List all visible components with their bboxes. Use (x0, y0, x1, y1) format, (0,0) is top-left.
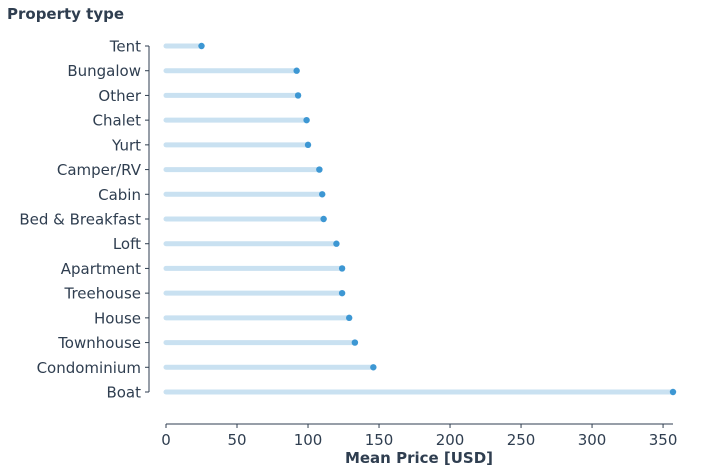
x-tick-label-100: 100 (294, 431, 323, 449)
x-tick-label-150: 150 (365, 431, 394, 449)
y-tick-label-yurt: Yurt (111, 136, 141, 154)
marker-treehouse (338, 289, 346, 297)
y-tick-label-apartment: Apartment (61, 260, 141, 278)
y-tick-label-tent: Tent (109, 38, 141, 56)
marker-yurt (304, 141, 312, 149)
x-tick-label-50: 50 (227, 431, 246, 449)
x-axis-title: Mean Price [USD] (345, 449, 493, 467)
marker-apartment (338, 265, 346, 272)
marker-bungalow (293, 67, 300, 74)
marker-boat (669, 388, 677, 396)
x-tick-label-350: 350 (649, 431, 678, 449)
marker-chalet (303, 116, 310, 124)
y-tick-label-condominium: Condominium (37, 359, 141, 377)
y-tick-label-bed-breakfast: Bed & Breakfast (19, 211, 141, 229)
y-ticks: Tent Bungalow Other Chalet Yurt Camper/RV Cabi… (19, 38, 149, 402)
marker-cabin (319, 191, 326, 198)
y-tick-label-bungalow: Bungalow (67, 62, 141, 80)
marker-house (346, 314, 353, 322)
marker-condominium (370, 364, 377, 371)
x-tick-label-250: 250 (507, 431, 536, 449)
y-axis-title: Property type (7, 5, 124, 23)
x-tick-label-300: 300 (578, 431, 607, 449)
y-tick-label-house: House (94, 309, 141, 327)
marker-loft (333, 240, 340, 247)
marker-townhouse (351, 339, 359, 346)
y-tick-label-chalet: Chalet (93, 112, 142, 130)
x-tick-label-200: 200 (436, 431, 465, 449)
marker-tent (198, 42, 205, 50)
x-tick-label-0: 0 (161, 431, 171, 449)
x-ticks: 0 50 100 150 200 250 300 350 (161, 424, 677, 449)
y-tick-label-townhouse: Townhouse (57, 334, 141, 352)
y-tick-label-loft: Loft (113, 235, 141, 253)
y-tick-label-cabin: Cabin (98, 186, 141, 204)
marker-other (294, 92, 302, 99)
y-tick-label-boat: Boat (106, 384, 141, 402)
y-tick-label-treehouse: Treehouse (64, 285, 142, 303)
y-tick-label-other: Other (98, 87, 141, 105)
chart-marks (163, 42, 677, 396)
marker-bed-breakfast (320, 215, 327, 223)
marker-camper-rv (316, 166, 323, 173)
y-tick-label-camper-rv: Camper/RV (57, 161, 142, 179)
